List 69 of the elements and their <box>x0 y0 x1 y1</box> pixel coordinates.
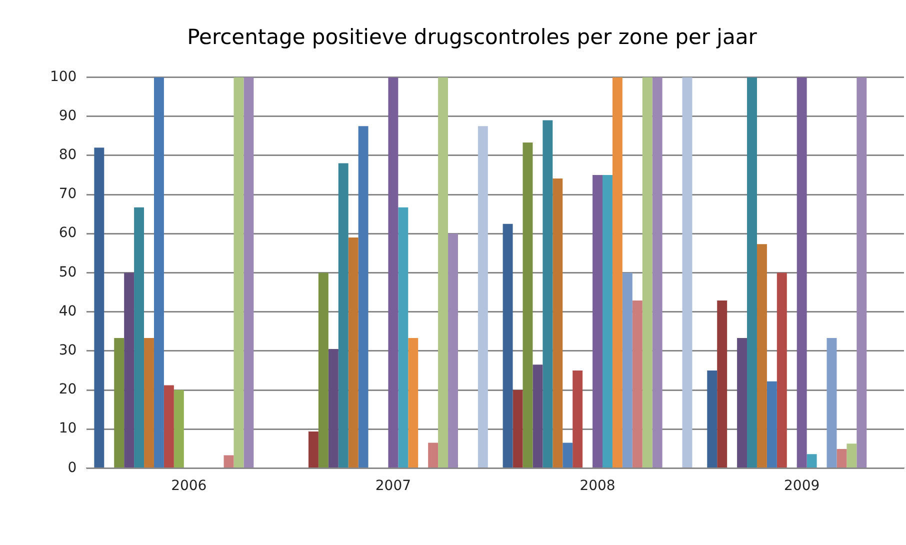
y-tick-label: 80 <box>58 147 77 164</box>
bar <box>612 77 622 468</box>
bar <box>134 207 144 468</box>
bar <box>398 207 408 468</box>
bar <box>502 224 513 468</box>
y-tick-label: 100 <box>50 68 77 85</box>
bar <box>522 142 533 468</box>
bar <box>766 381 777 468</box>
bar <box>737 338 748 468</box>
y-tick-label: 40 <box>58 303 77 320</box>
x-tick-label: 2009 <box>784 478 820 494</box>
bar <box>652 77 662 468</box>
bar <box>428 442 438 468</box>
bar <box>592 174 603 468</box>
y-tick-label: 70 <box>58 186 77 202</box>
chart-title: Percentage positieve drugscontroles per zone per jaar <box>187 25 758 50</box>
y-tick-label: 90 <box>58 108 77 124</box>
bar <box>756 244 767 468</box>
bar <box>338 163 348 468</box>
bar <box>826 338 837 468</box>
x-tick-label: 2008 <box>580 478 616 494</box>
bar <box>836 449 847 468</box>
bar <box>174 390 184 468</box>
bar <box>717 300 728 468</box>
bar <box>478 126 488 468</box>
bar <box>234 77 244 468</box>
bar <box>552 178 563 468</box>
bar <box>562 442 573 468</box>
bar <box>94 148 104 468</box>
bar <box>572 370 583 468</box>
bar <box>438 77 448 468</box>
bar <box>154 77 164 468</box>
bar <box>124 272 134 468</box>
bar <box>622 272 632 468</box>
bar <box>707 370 718 468</box>
bar <box>308 431 318 468</box>
y-tick-label: 0 <box>68 460 77 476</box>
bar <box>512 390 523 468</box>
bar <box>642 77 652 468</box>
bar <box>682 77 692 468</box>
bar <box>776 272 787 468</box>
bar <box>846 444 857 468</box>
bar <box>542 120 553 468</box>
bar <box>144 338 154 468</box>
bar <box>602 174 612 468</box>
y-tick-label: 50 <box>58 264 77 280</box>
bar <box>328 348 338 468</box>
bar <box>532 364 543 468</box>
bar <box>114 338 124 468</box>
bar <box>632 300 642 468</box>
bar <box>164 385 174 468</box>
bar <box>806 454 817 468</box>
bar <box>318 272 328 468</box>
bar <box>358 126 368 468</box>
bar <box>244 77 254 468</box>
bar <box>388 77 398 468</box>
bar <box>224 455 234 468</box>
bar <box>796 77 807 468</box>
x-tick-label: 2007 <box>375 478 412 494</box>
x-tick-label: 2006 <box>171 478 207 494</box>
y-tick-label: 20 <box>58 382 77 398</box>
bar <box>348 238 358 468</box>
y-tick-label: 30 <box>58 342 77 359</box>
y-tick-label: 60 <box>58 225 77 242</box>
bar <box>747 77 757 468</box>
bar <box>448 234 458 468</box>
bar <box>408 338 418 468</box>
bar <box>856 77 867 468</box>
y-tick-label: 10 <box>58 420 77 437</box>
